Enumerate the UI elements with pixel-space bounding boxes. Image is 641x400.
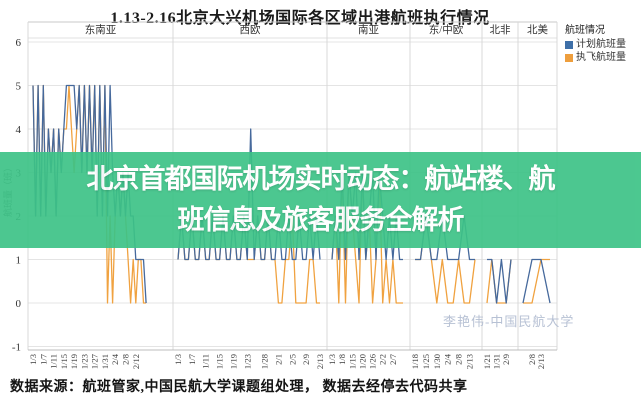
planned-line	[522, 258, 551, 304]
legend-label-planned: 计划航班量	[576, 39, 626, 50]
x-tick-label: 2/12	[131, 354, 141, 369]
x-tick-label: 1/15	[215, 354, 225, 369]
x-tick-label: 1/28	[260, 354, 270, 369]
y-tick-label: 4	[16, 124, 22, 136]
x-tick-label: 2/2	[378, 354, 388, 365]
planned-swatch-icon	[565, 40, 573, 49]
x-tick-label: 1/20	[357, 354, 367, 369]
x-tick-label: 1/27	[90, 354, 100, 369]
x-tick-label: 1/8	[337, 354, 347, 365]
x-tick-label: 1/3	[28, 354, 38, 365]
author-watermark: 李艳伟-中国民航大学	[443, 314, 575, 329]
x-tick-label: 1/11	[201, 354, 211, 369]
x-tick-label: 1/31	[492, 354, 502, 369]
panel-header-north-america: 北美	[527, 25, 548, 36]
x-tick-label: 2/9	[501, 354, 511, 365]
overlay-headline-line2: 班信息及旅客服务全解析	[177, 205, 465, 235]
legend-title: 航班情况	[565, 25, 605, 36]
x-tick-label: 1/19	[228, 354, 238, 369]
x-tick-label: 2/1	[273, 354, 283, 365]
x-tick-label: 2/13	[536, 354, 546, 369]
x-tick-label: 2/4	[110, 353, 120, 365]
x-tick-label: 1/15	[59, 354, 69, 369]
x-tick-label: 1/21	[482, 354, 492, 369]
panel-header-south-asia: 南亚	[358, 25, 379, 36]
x-tick-label: 1/11	[49, 354, 59, 369]
y-tick-label: 6	[16, 37, 22, 49]
x-tick-label: 1/23	[242, 354, 252, 369]
x-tick-label: 1/7	[187, 354, 197, 365]
x-tick-label: 1/15	[347, 354, 357, 369]
overlay-headline-line1: 北京首都国际机场实时动态：航站楼、航	[86, 164, 556, 194]
x-tick-label: 1/7	[38, 354, 48, 365]
x-tick-label: 2/8	[120, 354, 130, 365]
executed-line	[523, 258, 550, 304]
x-tick-label: 1/25	[421, 354, 431, 369]
planned-line	[487, 258, 512, 304]
panel-header-southeast-asia: 东南亚	[84, 25, 117, 36]
x-tick-label: 1/19	[69, 354, 79, 369]
x-tick-label: 2/8	[454, 354, 464, 365]
y-tick-label: 1	[16, 255, 22, 267]
x-tick-label: 2/8	[527, 354, 537, 365]
x-tick-label: 2/5	[287, 354, 297, 365]
chart-legend: 航班情况 计划航班量 执飞航班量	[565, 24, 626, 64]
y-tick-label: 0	[16, 298, 22, 310]
x-tick-label: 2/4	[443, 353, 453, 365]
x-tick-label: 2/9	[301, 354, 311, 365]
chart-title: 1.13-2.16北京大兴机场国际各区域出港航班执行情况	[110, 10, 490, 27]
legend-item-executed: 执飞航班量	[565, 51, 626, 64]
data-source-caption: 数据来源：航班管家,中国民航大学课题组处理， 数据去经停去代码共享	[10, 380, 468, 395]
x-tick-label: 2/13	[465, 354, 475, 369]
x-tick-label: 1/3	[327, 354, 337, 365]
panel-header-east-central-europe: 东/中欧	[428, 25, 464, 36]
y-tick-label: 5	[16, 81, 22, 93]
x-tick-label: 2/13	[315, 354, 325, 369]
y-tick-label: -1	[12, 342, 21, 354]
panel-header-north-africa: 北非	[489, 25, 511, 36]
x-tick-label: 1/18	[410, 354, 420, 369]
legend-item-planned: 计划航班量	[565, 38, 626, 51]
panel-header-row: 东南亚 西欧 南亚 东/中欧 北非 北美	[28, 23, 557, 38]
headline-overlay-banner: 北京首都国际机场实时动态：航站楼、航 班信息及旅客服务全解析	[0, 152, 641, 248]
x-tick-label: 2/7	[388, 354, 398, 365]
x-tick-label: 1/26	[368, 354, 378, 369]
x-tick-label: 1/30	[432, 354, 442, 369]
x-tick-label: 1/23	[79, 354, 89, 369]
legend-label-executed: 执飞航班量	[576, 52, 626, 63]
executed-swatch-icon	[565, 53, 573, 62]
x-tick-label: 1/31	[100, 354, 110, 369]
x-tick-label: 1/3	[173, 354, 183, 365]
panel-header-western-europe: 西欧	[239, 25, 261, 36]
